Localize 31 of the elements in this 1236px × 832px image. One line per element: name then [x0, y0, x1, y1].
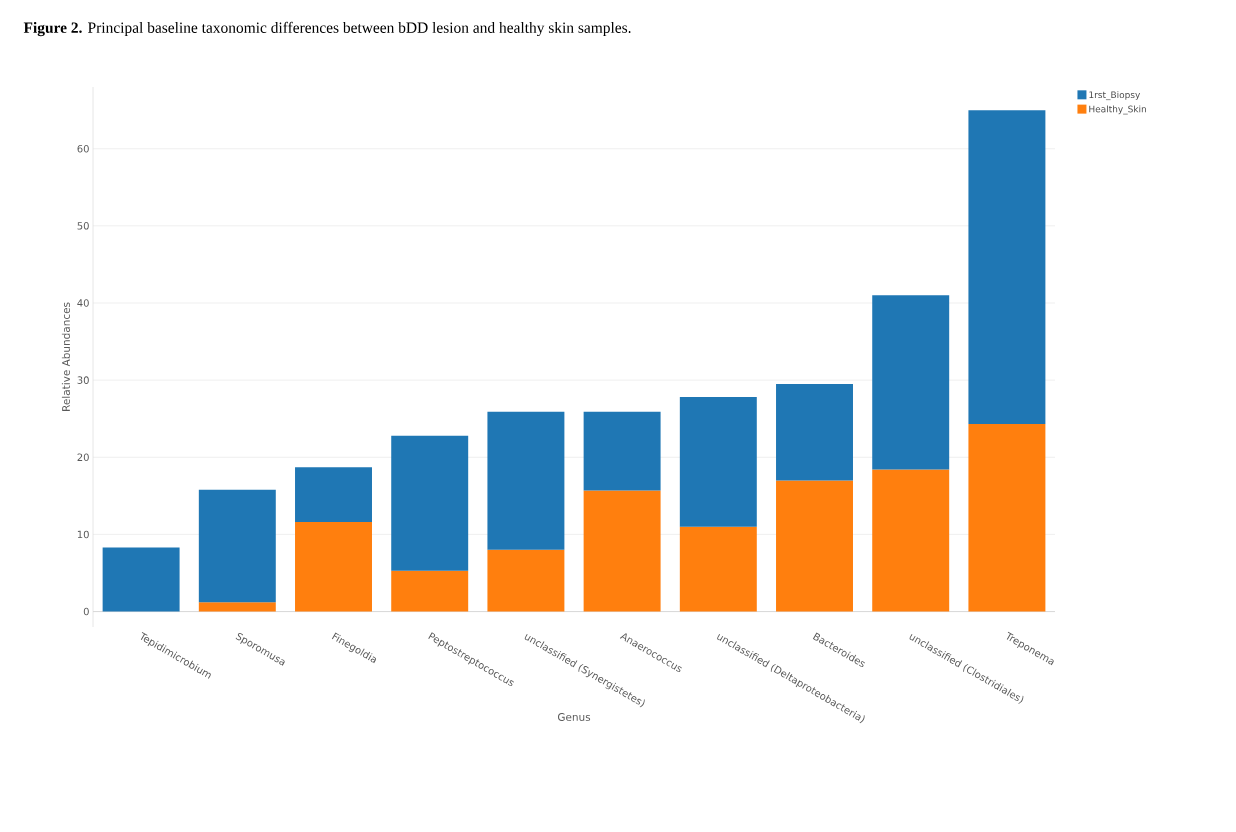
bar [872, 295, 950, 470]
bar [776, 383, 853, 481]
x-axis-title: Genus [557, 713, 591, 721]
bar [487, 549, 565, 612]
y-tick-label: 40 [77, 299, 89, 307]
bar [968, 424, 1046, 612]
bar [295, 467, 372, 523]
bar [583, 490, 661, 612]
bar [679, 397, 757, 527]
bar [102, 547, 180, 612]
y-axis-title: Relative Abundances [61, 302, 70, 411]
y-tick-label: 50 [77, 222, 89, 230]
bar [391, 435, 469, 571]
bar [776, 480, 853, 612]
legend-label: 1rst_Biopsy [1089, 91, 1141, 101]
bar [487, 411, 565, 550]
y-tick-label: 0 [83, 607, 89, 616]
legend-label: Healthy_Skin [1089, 105, 1146, 115]
bar [583, 411, 661, 491]
bar [872, 469, 950, 612]
bar [198, 602, 276, 612]
bar [295, 522, 372, 612]
bar [679, 526, 757, 612]
y-tick-label: 20 [77, 453, 89, 462]
bar [198, 489, 276, 603]
bar [968, 110, 1046, 425]
bar [391, 570, 469, 612]
y-tick-label: 10 [77, 530, 89, 539]
chart-title: Figure 2. Principal baseline taxonomic differences between bDD lesion and healthy skin samples. [23, 21, 631, 37]
y-tick-label: 60 [77, 144, 89, 153]
y-tick-label: 30 [77, 376, 89, 384]
